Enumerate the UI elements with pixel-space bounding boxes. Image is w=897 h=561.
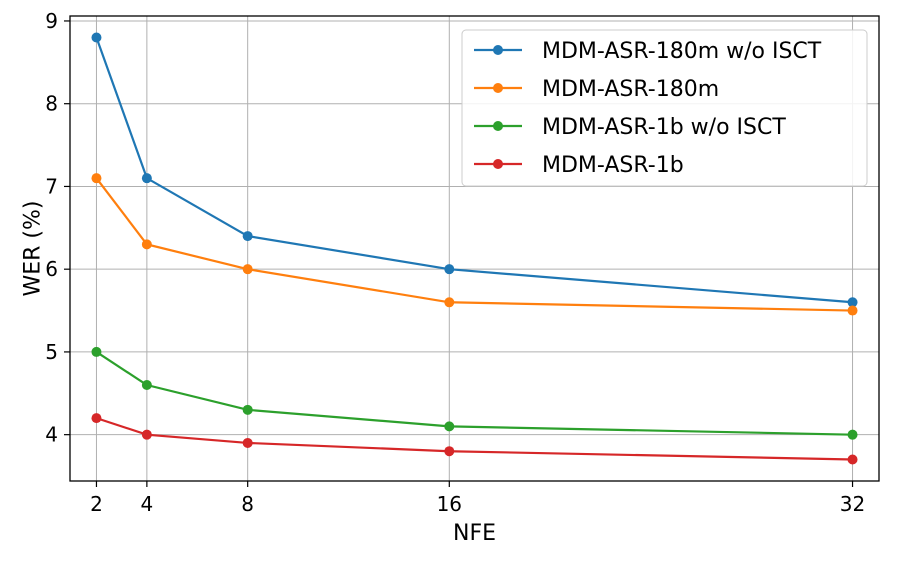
y-tick-label: 4 bbox=[45, 423, 58, 447]
data-point bbox=[444, 264, 455, 275]
data-point bbox=[444, 297, 455, 308]
x-tick-label: 32 bbox=[840, 492, 865, 516]
y-axis-label: WER (%) bbox=[21, 200, 46, 296]
data-point bbox=[242, 231, 253, 242]
series-line bbox=[95, 351, 853, 436]
data-point bbox=[91, 413, 102, 424]
data-point bbox=[242, 437, 253, 448]
data-point bbox=[847, 429, 858, 440]
legend-marker bbox=[493, 159, 503, 169]
data-point bbox=[242, 264, 253, 275]
legend-label: MDM-ASR-1b w/o ISCT bbox=[542, 115, 786, 140]
series-2 bbox=[91, 173, 858, 316]
legend-entry: MDM-ASR-180m w/o ISCT bbox=[474, 39, 822, 64]
legend-entry: MDM-ASR-180m bbox=[474, 77, 719, 102]
data-point bbox=[444, 421, 455, 432]
x-tick-label: 4 bbox=[141, 492, 154, 516]
data-point bbox=[91, 346, 102, 357]
legend: MDM-ASR-180m w/o ISCT MDM-ASR-180m MDM-ASR… bbox=[461, 29, 868, 187]
x-axis-label: NFE bbox=[453, 521, 496, 546]
legend-entry: MDM-ASR-1b w/o ISCT bbox=[474, 115, 786, 140]
x-tick-label: 8 bbox=[241, 492, 254, 516]
y-tick-label: 9 bbox=[45, 9, 58, 33]
data-point bbox=[141, 173, 152, 184]
y-tick-label: 5 bbox=[45, 340, 58, 364]
data-point bbox=[91, 32, 102, 43]
x-tick-label: 2 bbox=[90, 492, 103, 516]
legend-marker bbox=[493, 45, 503, 55]
legend-label: MDM-ASR-180m bbox=[542, 77, 719, 102]
x-axis: 2 4 8 16 32 bbox=[90, 481, 865, 516]
legend-marker bbox=[493, 121, 503, 131]
legend-box bbox=[461, 29, 868, 187]
data-point bbox=[91, 173, 102, 184]
series-4 bbox=[91, 413, 858, 465]
y-tick-label: 7 bbox=[45, 174, 58, 198]
data-point bbox=[444, 446, 455, 457]
legend-label: MDM-ASR-1b bbox=[542, 153, 684, 178]
legend-entry: MDM-ASR-1b bbox=[474, 153, 684, 178]
data-point bbox=[847, 305, 858, 316]
y-tick-label: 8 bbox=[45, 92, 58, 116]
series-3 bbox=[91, 346, 858, 440]
data-point bbox=[141, 239, 152, 250]
data-point bbox=[847, 454, 858, 465]
data-point bbox=[242, 404, 253, 415]
plot-frame bbox=[69, 15, 880, 482]
x-tick-label: 16 bbox=[437, 492, 462, 516]
series-group bbox=[91, 32, 858, 465]
y-tick-label: 6 bbox=[45, 257, 58, 281]
series-1 bbox=[91, 32, 858, 308]
data-point bbox=[141, 429, 152, 440]
data-point bbox=[847, 297, 858, 308]
legend-label: MDM-ASR-180m w/o ISCT bbox=[542, 39, 822, 64]
y-axis: 4 5 6 7 8 9 bbox=[45, 9, 70, 447]
legend-marker bbox=[493, 83, 503, 93]
series-line bbox=[96, 417, 853, 461]
series-line bbox=[95, 177, 853, 312]
data-point bbox=[141, 380, 152, 391]
